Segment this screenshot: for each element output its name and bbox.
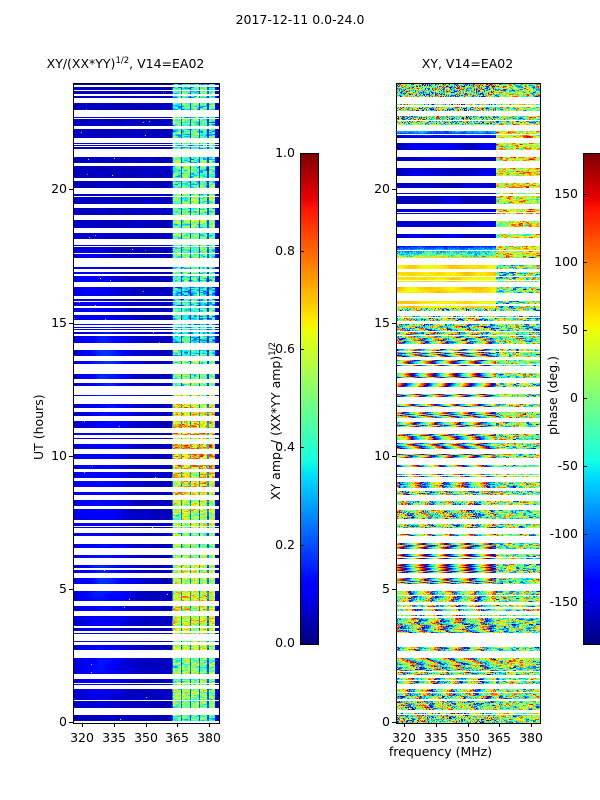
phase-xtick-label-1: 335 [424,730,448,745]
phase-colorbar-tick-label-0: -150 [549,594,578,609]
phase-xtick-mark-0 [404,723,405,727]
amplitude-xtick-label-4: 380 [197,730,221,745]
amplitude-colorbar-tick-mark-0 [300,643,304,644]
phase-colorbar-tick-label-1: -100 [549,526,578,541]
phase-xtick-mark-2 [468,723,469,727]
amplitude-ytick-mark-1 [69,589,73,590]
amplitude-ytick-mark-2 [69,456,73,457]
phase-panel-title: XY, V14=EA02 [396,56,539,71]
phase-ytick-label-0: 0 [382,714,390,729]
amplitude-ytick-label-3: 15 [51,315,67,330]
phase-heatmap-canvas[interactable] [397,84,540,723]
phase-ytick-mark-1 [392,589,396,590]
amplitude-xtick-label-0: 320 [70,730,94,745]
amplitude-title-rest: , V14=EA02 [129,56,205,72]
phase-xtick-label-2: 350 [456,730,480,745]
amplitude-colorbar-tick-mark-4 [300,251,304,252]
amplitude-ytick-label-1: 5 [59,581,67,596]
phase-ytick-label-1: 5 [382,581,390,596]
phase-xtick-label-4: 380 [519,730,543,745]
phase-ytick-mark-3 [392,323,396,324]
amplitude-heatmap-panel[interactable] [73,83,220,724]
phase-colorbar-tick-mark-0 [583,602,587,603]
amplitude-colorbar[interactable] [300,153,319,645]
amplitude-colorbar-gradient[interactable] [301,154,318,644]
amplitude-colorbar-tick-label-5: 1.0 [275,145,295,160]
phase-xtick-label-3: 365 [487,730,511,745]
amplitude-ytick-mark-0 [69,722,73,723]
amplitude-xtick-mark-3 [177,723,178,727]
amplitude-xtick-label-3: 365 [165,730,189,745]
amplitude-xtick-mark-1 [114,723,115,727]
phase-ytick-label-4: 20 [374,181,390,196]
phase-colorbar-tick-mark-4 [583,330,587,331]
phase-x-axis-label: frequency (MHz) [388,744,493,759]
phase-ytick-mark-0 [392,722,396,723]
phase-colorbar-tick-label-5: 100 [554,254,578,269]
phase-xtick-mark-4 [531,723,532,727]
amplitude-colorbar-tick-mark-2 [300,447,304,448]
amplitude-ytick-label-0: 0 [59,714,67,729]
phase-xtick-mark-3 [499,723,500,727]
amplitude-ytick-label-4: 20 [51,181,67,196]
amplitude-colorbar-tick-label-2: 0.4 [275,439,295,454]
phase-xtick-label-0: 320 [392,730,416,745]
amplitude-colorbar-label-main: XY amp. / (XX*YY amp) [268,355,284,500]
phase-colorbar-tick-label-3: 0 [570,390,578,405]
amplitude-colorbar-tick-label-4: 0.8 [275,243,295,258]
phase-colorbar-tick-label-4: 50 [562,322,578,337]
phase-ytick-label-2: 10 [374,448,390,463]
phase-xtick-mark-1 [436,723,437,727]
amplitude-ytick-mark-4 [69,189,73,190]
phase-title-main: XY, V14=EA02 [421,56,514,71]
amplitude-colorbar-tick-label-1: 0.2 [275,537,295,552]
figure-suptitle: 2017-12-11 0.0-24.0 [235,12,365,27]
amplitude-ytick-label-2: 10 [51,448,67,463]
amplitude-colorbar-tick-mark-5 [300,153,304,154]
phase-ytick-mark-4 [392,189,396,190]
amplitude-title-main: XY/(XX*YY) [46,56,116,72]
amplitude-xtick-mark-0 [82,723,83,727]
phase-colorbar-tick-mark-6 [583,194,587,195]
amplitude-xtick-label-2: 350 [134,730,158,745]
amplitude-panel-title: XY/(XX*YY)1/2, V14=EA02 [33,56,218,71]
amplitude-colorbar-tick-mark-3 [300,349,304,350]
phase-ytick-label-3: 15 [374,315,390,330]
phase-colorbar[interactable] [583,153,600,645]
amplitude-xtick-mark-4 [209,723,210,727]
phase-colorbar-tick-mark-5 [583,262,587,263]
amplitude-ytick-mark-3 [69,323,73,324]
phase-ytick-mark-2 [392,456,396,457]
phase-colorbar-tick-label-2: -50 [557,458,578,473]
amplitude-heatmap-canvas[interactable] [74,84,219,723]
phase-colorbar-tick-mark-3 [583,398,587,399]
phase-colorbar-tick-label-6: 150 [554,186,578,201]
phase-colorbar-tick-mark-1 [583,534,587,535]
amplitude-colorbar-label: XY amp. / (XX*YY amp)1/2 [268,342,283,500]
phase-colorbar-tick-mark-2 [583,466,587,467]
amplitude-colorbar-tick-label-0: 0.0 [275,635,295,650]
amplitude-colorbar-tick-mark-1 [300,545,304,546]
amplitude-xtick-label-1: 335 [102,730,126,745]
amplitude-title-exponent: 1/2 [115,56,130,66]
phase-colorbar-gradient[interactable] [584,154,600,644]
amplitude-xtick-mark-2 [146,723,147,727]
phase-heatmap-panel[interactable] [396,83,541,724]
amplitude-colorbar-tick-label-3: 0.6 [275,341,295,356]
